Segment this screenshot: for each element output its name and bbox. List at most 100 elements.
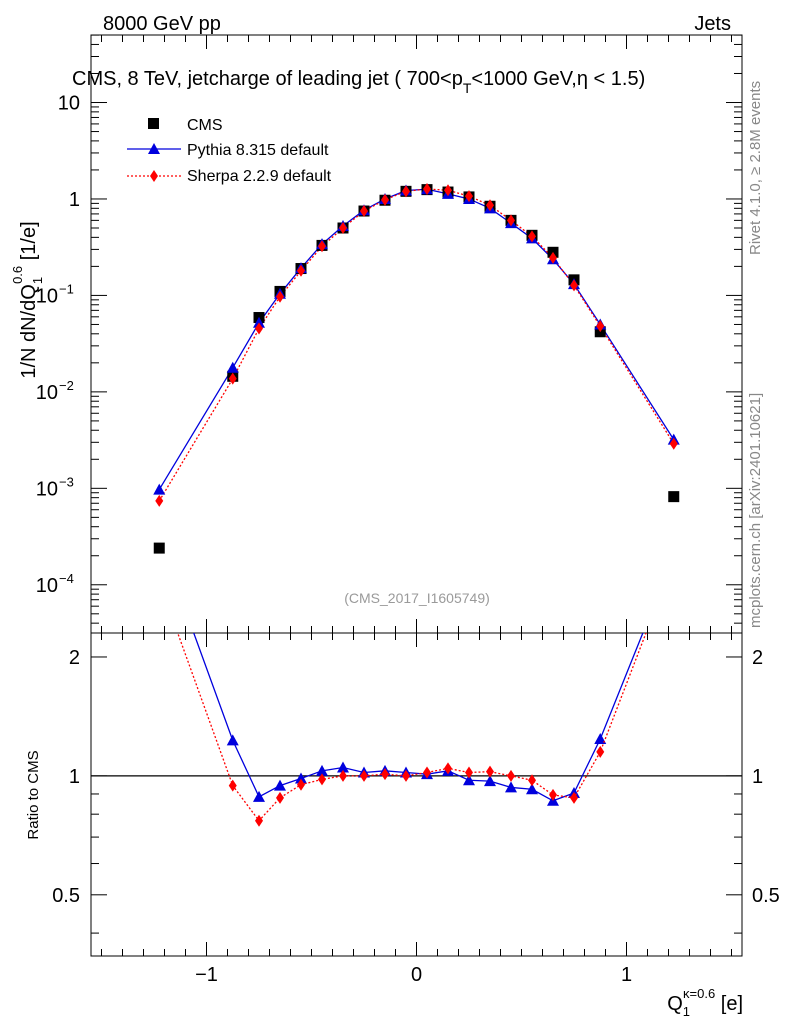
- data-point-0-19: [668, 491, 680, 503]
- data-point-2-15: [528, 230, 536, 243]
- series-line-1: [158, 188, 675, 490]
- ratio-point-1-19: [668, 550, 680, 561]
- legend-sherpa-label: Sherpa 2.2.9 default: [187, 168, 332, 185]
- main-y-axis-label: 1/N dN/dQ10.6 [1/e]: [10, 221, 45, 378]
- y-tick-label-ratio: 2: [69, 647, 80, 669]
- ratio-point-1-18: [594, 732, 607, 744]
- y-tick-label-main: 10: [36, 478, 58, 500]
- data-point-2-19: [669, 437, 678, 450]
- ratio-line-2: [177, 633, 647, 822]
- analysis-watermark: (CMS_2017_I1605749): [344, 590, 490, 606]
- header-right: Jets: [694, 13, 731, 35]
- y-tick-label-ratio-right: 2: [752, 647, 763, 669]
- mcplots-label: mcplots.cern.ch [arXiv:2401.10621]: [747, 393, 764, 628]
- data-point-2-12: [465, 190, 473, 203]
- ratio-line-1: [193, 633, 644, 802]
- ratio-point-2-0: [155, 576, 163, 588]
- ratio-point-2-5: [318, 773, 326, 786]
- y-tick-label-main-exponent: −4: [59, 571, 74, 586]
- ratio-point-2-13: [486, 765, 494, 778]
- data-point-2-5: [318, 240, 326, 253]
- data-point-2-3: [276, 290, 284, 303]
- title-rest: <1000 GeV,η < 1.5): [471, 68, 645, 90]
- y-tick-label-ratio: 0.5: [52, 885, 80, 907]
- ratio-y-axis-label: Ratio to CMS: [25, 750, 42, 839]
- ratio-point-2-15: [528, 774, 536, 787]
- ratio-point-2-16: [549, 788, 557, 801]
- ratio-point-1-15: [526, 783, 538, 795]
- ratio-point-1-1: [226, 734, 239, 746]
- series-line-2: [158, 188, 675, 502]
- x-tick-label: −1: [195, 964, 218, 986]
- x-tick-label: 1: [621, 964, 632, 986]
- data-point-2-16: [549, 251, 557, 264]
- data-point-2-18: [596, 320, 605, 333]
- ratio-point-2-11: [444, 762, 452, 775]
- ratio-point-1-14: [505, 781, 517, 793]
- data-point-2-6: [339, 222, 347, 235]
- data-point-2-8: [381, 193, 389, 206]
- legend-pythia-label: Pythia 8.315 default: [187, 142, 329, 159]
- y-tick-label-main: 10: [36, 575, 58, 597]
- y-tick-label-main-exponent: −3: [59, 474, 74, 489]
- data-point-2-0: [155, 494, 164, 507]
- x-tick-label: 0: [411, 964, 422, 986]
- ratio-point-2-4: [297, 778, 305, 791]
- legend-pythia-marker: [148, 143, 160, 154]
- ratio-point-1-0: [153, 532, 165, 543]
- data-point-2-7: [360, 205, 368, 218]
- ratio-point-2-8: [381, 768, 389, 781]
- ratio-point-2-1: [228, 779, 237, 792]
- ratio-point-2-19: [670, 555, 678, 567]
- data-point-2-1: [228, 372, 237, 385]
- ratio-point-2-2: [255, 814, 263, 827]
- header-left: 8000 GeV pp: [103, 13, 221, 35]
- ratio-point-2-12: [465, 766, 473, 779]
- data-point-1-2: [253, 316, 265, 328]
- ratio-point-2-7: [360, 769, 368, 782]
- y-tick-label-ratio-right: 0.5: [752, 885, 780, 907]
- data-point-2-2: [255, 322, 263, 335]
- x-axis-label: Q1κ=0.6 [e]: [667, 986, 743, 1019]
- ratio-point-1-5: [316, 764, 328, 776]
- ratio-point-1-3: [274, 779, 286, 791]
- y-tick-label-main: 10: [36, 382, 58, 404]
- data-point-1-0: [153, 483, 166, 495]
- plot-title: CMS, 8 TeV, jetcharge of leading jet ( 7…: [72, 68, 645, 96]
- ratio-point-2-6: [339, 769, 347, 782]
- legend: CMS Pythia 8.315 default Sherpa 2.2.9 de…: [127, 117, 332, 185]
- ratio-point-2-10: [423, 766, 431, 779]
- data-point-2-17: [570, 279, 578, 292]
- y-tick-label-main-exponent: −2: [59, 378, 74, 393]
- ratio-point-1-2: [253, 790, 265, 802]
- y-tick-label-main: 1: [69, 189, 80, 211]
- data-point-2-13: [486, 199, 494, 212]
- data-point-2-4: [297, 264, 305, 277]
- y-tick-label-ratio: 1: [69, 766, 80, 788]
- data-point-2-14: [507, 214, 515, 227]
- y-tick-label-main: 10: [58, 93, 80, 115]
- ratio-point-2-3: [276, 791, 284, 804]
- title-sub: T: [463, 80, 472, 96]
- ratio-point-2-18: [596, 745, 605, 758]
- ratio-point-1-4: [295, 772, 307, 784]
- y-tick-label-ratio-right: 1: [752, 766, 763, 788]
- rivet-label: Rivet 4.1.0, ≥ 2.8M events: [747, 81, 764, 255]
- data-point-0-0: [153, 542, 165, 554]
- data-point-2-9: [402, 185, 410, 198]
- ratio-point-2-17: [570, 791, 578, 804]
- legend-cms-label: CMS: [187, 117, 223, 134]
- ratio-point-1-13: [484, 775, 496, 787]
- ratio-point-2-9: [402, 769, 410, 782]
- y-tick-label-main: 10: [36, 285, 58, 307]
- title-main: CMS, 8 TeV, jetcharge of leading jet ( 7…: [72, 68, 463, 90]
- legend-sherpa-marker: [150, 170, 158, 182]
- data-point-2-10: [423, 182, 431, 195]
- ratio-point-1-12: [463, 774, 475, 786]
- ratio-plot-frame: [90, 632, 743, 957]
- ratio-point-2-14: [507, 769, 515, 782]
- ratio-point-1-6: [337, 761, 349, 773]
- y-tick-label-main-exponent: −1: [59, 281, 74, 296]
- legend-cms-marker: [148, 118, 159, 129]
